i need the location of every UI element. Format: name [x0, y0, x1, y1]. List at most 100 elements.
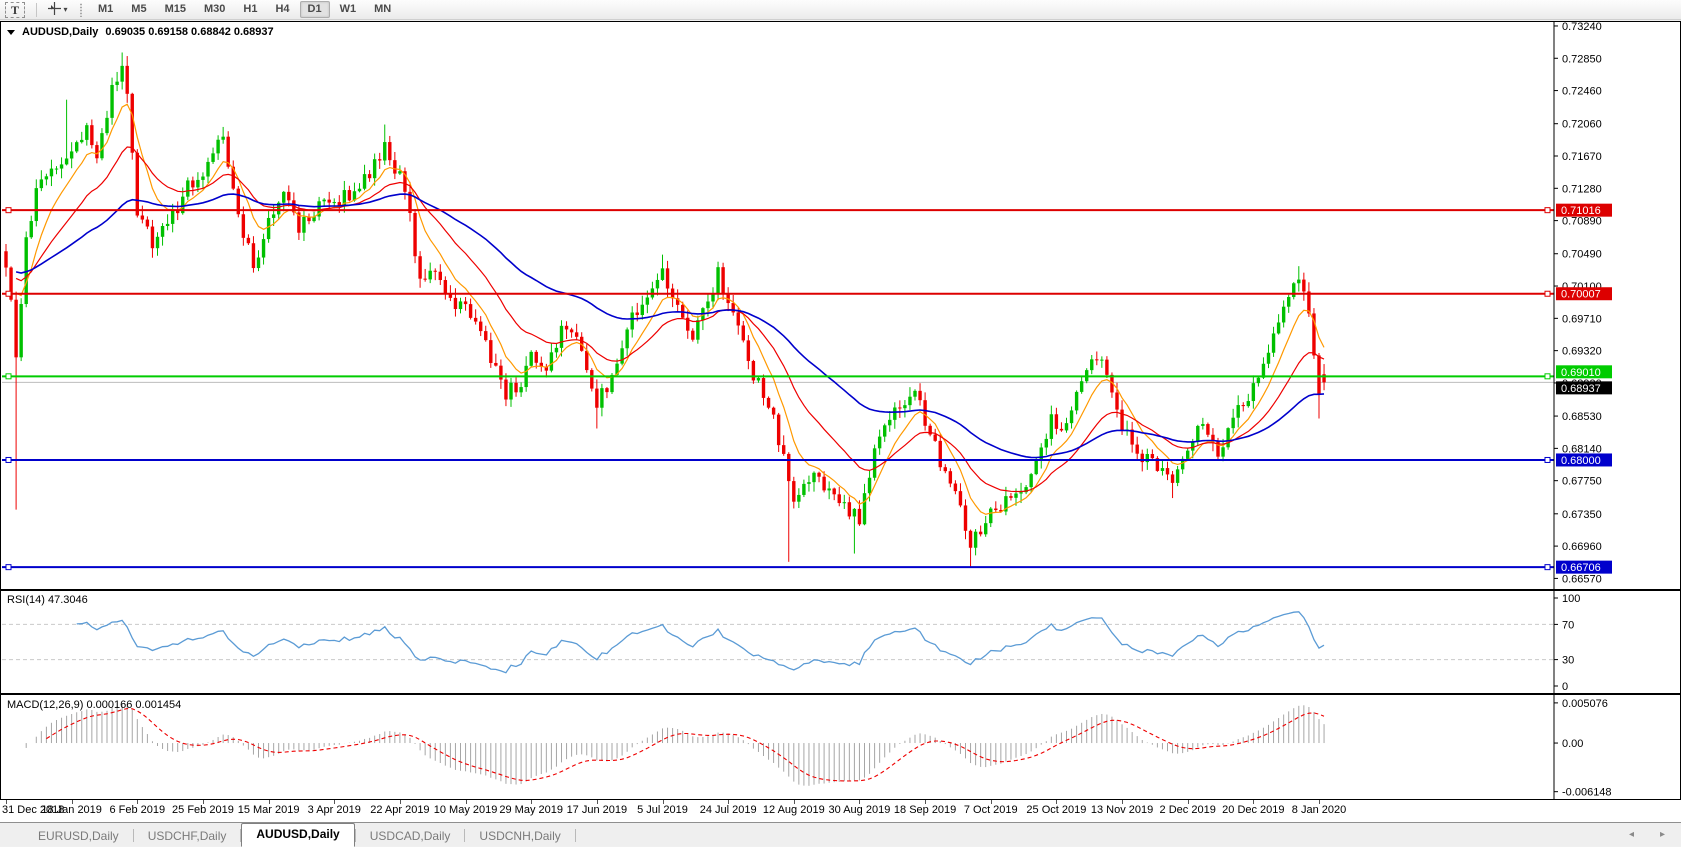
timeframe-m5-button[interactable]: M5	[131, 3, 147, 15]
timeframe-w1-button[interactable]: W1	[339, 3, 357, 15]
tab-usdchf-daily[interactable]: USDCHF,Daily	[147, 829, 227, 843]
date-label: 2 Dec 2019	[1159, 804, 1216, 816]
tab-scroll-buttons: ◂ ▸	[1629, 830, 1665, 840]
date-tick	[71, 800, 73, 804]
timeframe-h4-button[interactable]: H4	[275, 3, 290, 15]
chart-ohlc-values: 0.69035 0.69158 0.68842 0.68937	[105, 26, 274, 38]
date-label: 24 Jul 2019	[699, 804, 757, 816]
cursor-tool-button[interactable]: ▾	[42, 1, 74, 19]
svg-text:0.70490: 0.70490	[1562, 249, 1602, 261]
chart-window: AUDUSD,Daily 0.69035 0.69158 0.68842 0.6…	[0, 21, 1681, 822]
timeframe-m15-button[interactable]: M15	[164, 3, 186, 15]
date-label: 17 Jun 2019	[566, 804, 628, 816]
svg-text:0.69010: 0.69010	[1561, 367, 1601, 379]
date-tick	[925, 800, 927, 804]
toolbar-drag-handle[interactable]	[79, 2, 83, 17]
macd-indicator-panel[interactable]: 0.005076 0.00 -0.006148	[0, 694, 1681, 800]
main-price-chart[interactable]: 0.73240 0.72850 0.72460 0.72060 0.71670 0.712…	[0, 21, 1681, 590]
top-toolbar: T ▾ M1 M5 M15 M30 H1 H4 D1 W1 MN	[0, 0, 1681, 20]
tab-usdcad-daily[interactable]: USDCAD,Daily	[369, 829, 451, 843]
timeframe-d1-button[interactable]: D1	[299, 1, 330, 18]
svg-text:0.68937: 0.68937	[1561, 383, 1601, 395]
rsi-indicator-label: RSI(14) 47.3046	[7, 594, 88, 606]
timeframe-h1-button[interactable]: H1	[243, 3, 258, 15]
tab-separator	[132, 829, 134, 842]
date-label: 18 Sep 2019	[893, 804, 957, 816]
date-label: 6 Feb 2019	[109, 804, 166, 816]
date-tick	[334, 800, 336, 804]
svg-text:0.00: 0.00	[1562, 738, 1583, 750]
tab-audusd-daily[interactable]: AUDUSD,Daily	[241, 823, 355, 847]
svg-text:0.72060: 0.72060	[1562, 119, 1602, 131]
ma-55-line[interactable]	[15, 193, 1325, 459]
timeframe-m30-button[interactable]: M30	[203, 3, 226, 15]
date-tick	[662, 800, 664, 804]
svg-text:0.71016: 0.71016	[1561, 205, 1601, 217]
crosshair-icon	[48, 1, 62, 18]
date-tick	[202, 800, 204, 804]
date-tick	[793, 800, 795, 804]
tab-separator	[354, 829, 356, 842]
date-axis[interactable]: 31 Dec 2018 18 Jan 2019 6 Feb 2019 25 Feb 2…	[0, 800, 1681, 820]
date-tick	[465, 800, 467, 804]
svg-text:0.73240: 0.73240	[1562, 21, 1602, 33]
ma-8-line[interactable]	[15, 103, 1325, 515]
date-tick	[728, 800, 730, 804]
tab-eurusd-daily[interactable]: EURUSD,Daily	[38, 829, 119, 843]
svg-text:0.68140: 0.68140	[1562, 443, 1602, 455]
toolbar-separator	[36, 2, 37, 17]
date-tick	[531, 800, 533, 804]
svg-text:0.69320: 0.69320	[1562, 346, 1602, 358]
svg-text:0.70890: 0.70890	[1562, 216, 1602, 228]
date-tick	[1122, 800, 1124, 804]
tab-scroll-left-icon[interactable]: ◂	[1628, 829, 1634, 840]
svg-text:0.71670: 0.71670	[1562, 151, 1602, 163]
date-label: 30 Aug 2019	[828, 804, 891, 816]
svg-text:0.67350: 0.67350	[1562, 509, 1602, 521]
date-tick	[6, 800, 7, 804]
text-tool-button[interactable]: T	[5, 1, 25, 18]
date-label: 7 Oct 2019	[963, 804, 1018, 816]
svg-text:0.67750: 0.67750	[1562, 476, 1602, 488]
date-tick	[1056, 800, 1058, 804]
rsi-line	[76, 611, 1325, 674]
timeframe-mn-button[interactable]: MN	[374, 3, 392, 15]
tab-usdcnh-daily[interactable]: USDCNH,Daily	[479, 829, 561, 843]
chevron-down-icon: ▾	[63, 5, 68, 14]
collapse-chart-icon[interactable]	[7, 29, 15, 35]
ma-21-line[interactable]	[15, 146, 1325, 493]
date-tick	[1187, 800, 1189, 804]
svg-text:0.68000: 0.68000	[1561, 455, 1601, 467]
timeframe-m1-button[interactable]: M1	[98, 3, 114, 15]
chart-symbol-label: AUDUSD,Daily	[22, 26, 99, 38]
date-label: 18 Jan 2019	[41, 804, 102, 816]
svg-text:0.68530: 0.68530	[1562, 411, 1602, 423]
date-tick	[268, 800, 270, 804]
timeframe-group: M1 M5 M15 M30 H1 H4 D1 W1 MN	[89, 1, 400, 18]
chart-title: AUDUSD,Daily 0.69035 0.69158 0.68842 0.6…	[7, 26, 274, 38]
tab-separator	[240, 829, 242, 842]
rsi-indicator-panel[interactable]: 100 70 30 0	[0, 590, 1681, 694]
date-label: 25 Oct 2019	[1026, 804, 1087, 816]
date-label: 20 Dec 2019	[1222, 804, 1285, 816]
svg-text:0.72850: 0.72850	[1562, 53, 1602, 65]
svg-text:70: 70	[1562, 619, 1574, 631]
chart-tabs: EURUSD,Daily USDCHF,Daily AUDUSD,Daily USDC…	[24, 823, 576, 847]
svg-text:-0.006148: -0.006148	[1562, 787, 1612, 799]
svg-text:0.72460: 0.72460	[1562, 86, 1602, 98]
tab-scroll-right-icon[interactable]: ▸	[1659, 829, 1665, 840]
macd-signal-line	[46, 708, 1325, 782]
date-label: 29 May 2019	[499, 804, 563, 816]
svg-text:0.66706: 0.66706	[1561, 562, 1601, 574]
macd-indicator-label: MACD(12,26,9) 0.000166 0.001454	[7, 699, 182, 711]
date-label: 10 May 2019	[433, 804, 498, 816]
date-tick	[1253, 800, 1255, 804]
candles-layer	[4, 52, 1326, 568]
svg-text:0.71280: 0.71280	[1562, 183, 1602, 195]
date-tick	[859, 800, 861, 804]
date-label: 31 Dec 2018	[2, 804, 65, 816]
svg-text:0.66570: 0.66570	[1562, 573, 1602, 585]
chart-tabs-bar: EURUSD,Daily USDCHF,Daily AUDUSD,Daily USDC…	[0, 822, 1681, 847]
date-label: 13 Nov 2019	[1090, 804, 1154, 816]
svg-text:0.69710: 0.69710	[1562, 313, 1602, 325]
